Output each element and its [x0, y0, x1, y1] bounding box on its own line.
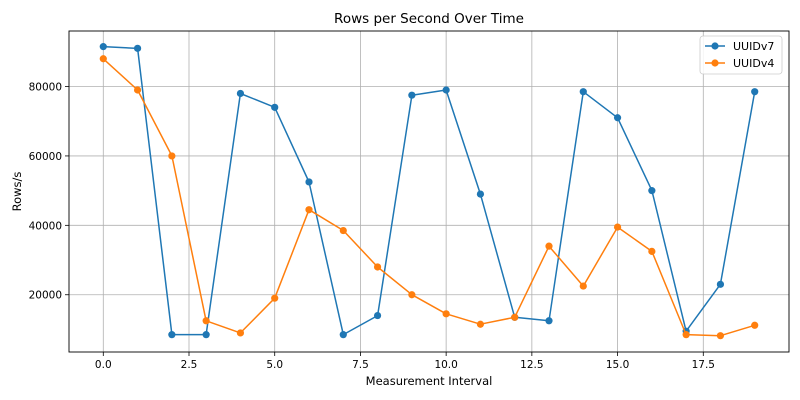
data-point-uuidv4	[408, 291, 416, 299]
data-point-uuidv4	[236, 329, 245, 337]
y-tick-label: 60000	[29, 151, 62, 163]
data-point-uuidv4	[305, 206, 313, 214]
data-point-uuidv7	[408, 91, 416, 99]
chart-title: Rows per Second Over Time	[334, 11, 524, 27]
data-point-uuidv4	[202, 317, 210, 325]
data-point-uuidv4	[271, 294, 279, 302]
legend-marker-uuidv4	[711, 59, 719, 67]
data-point-uuidv7	[99, 43, 107, 51]
data-point-uuidv4	[373, 263, 382, 271]
y-tick-label: 40000	[29, 220, 62, 232]
data-point-uuidv7	[648, 187, 656, 195]
series-uuidv7	[99, 43, 759, 339]
data-point-uuidv7	[202, 331, 210, 339]
series-line-uuidv4	[102, 58, 755, 337]
x-tick-label: 15.0	[606, 359, 629, 371]
data-point-uuidv4	[579, 282, 587, 290]
data-point-uuidv7	[305, 178, 313, 186]
y-axis-label: Rows/s	[10, 172, 24, 212]
data-point-uuidv7	[476, 190, 485, 198]
data-point-uuidv4	[716, 332, 725, 340]
x-axis-ticks: 0.0 2.5 5.0 7.5 10.0 12.5 15.0 17.5	[95, 352, 715, 371]
data-point-uuidv7	[339, 331, 347, 339]
data-point-uuidv4	[339, 226, 347, 235]
series-layer	[99, 43, 759, 340]
data-point-uuidv4	[511, 313, 519, 321]
data-point-uuidv4	[133, 86, 142, 94]
x-tick-label: 12.5	[520, 359, 543, 371]
legend-label-uuidv4: UUIDv4	[733, 57, 774, 70]
data-point-uuidv7	[442, 86, 450, 94]
data-point-uuidv4	[476, 320, 485, 328]
x-tick-label: 10.0	[434, 359, 457, 371]
data-point-uuidv7	[168, 331, 176, 339]
series-uuidv4	[99, 55, 759, 340]
legend-marker-uuidv7	[711, 42, 719, 50]
data-point-uuidv7	[545, 317, 553, 325]
data-point-uuidv7	[579, 88, 587, 96]
data-point-uuidv7	[613, 114, 622, 122]
x-tick-label: 0.0	[95, 359, 112, 371]
data-point-uuidv4	[751, 321, 759, 329]
data-point-uuidv4	[682, 331, 690, 339]
plot-frame	[68, 30, 790, 353]
x-tick-label: 7.5	[352, 359, 369, 371]
y-tick-label: 80000	[29, 82, 62, 94]
y-tick-label: 20000	[29, 290, 62, 302]
x-tick-label: 17.5	[692, 359, 715, 371]
data-point-uuidv7	[271, 103, 279, 111]
data-point-uuidv7	[373, 311, 382, 320]
legend: UUIDv7 UUIDv4	[699, 35, 783, 75]
data-point-uuidv4	[442, 310, 450, 318]
x-axis-label: Measurement Interval	[366, 374, 493, 388]
data-point-uuidv4	[648, 247, 656, 255]
data-point-uuidv7	[751, 88, 759, 96]
x-tick-label: 2.5	[181, 359, 198, 371]
legend-label-uuidv7: UUIDv7	[733, 40, 774, 53]
data-point-uuidv7	[716, 280, 725, 288]
data-point-uuidv4	[613, 223, 622, 231]
data-point-uuidv7	[133, 44, 142, 52]
series-line-uuidv7	[103, 45, 756, 336]
data-point-uuidv4	[545, 242, 553, 250]
data-point-uuidv7	[236, 89, 245, 98]
data-point-uuidv4	[168, 152, 176, 160]
y-axis-ticks: 20000 40000 60000 80000	[29, 82, 69, 302]
data-point-uuidv4	[99, 55, 107, 63]
x-tick-label: 5.0	[266, 359, 283, 371]
